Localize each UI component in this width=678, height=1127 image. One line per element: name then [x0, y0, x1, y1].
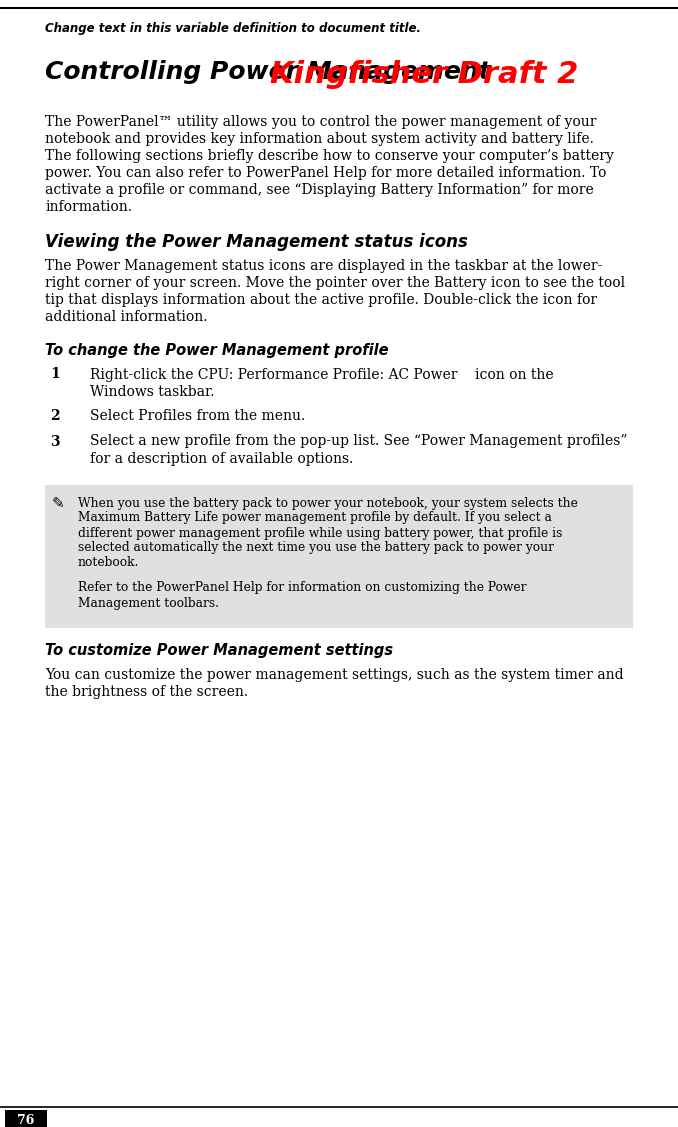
Text: activate a profile or command, see “Displaying Battery Information” for more: activate a profile or command, see “Disp… [45, 183, 594, 197]
Text: To customize Power Management settings: To customize Power Management settings [45, 644, 393, 658]
Text: Select a new profile from the pop-up list. See “Power Management profiles”: Select a new profile from the pop-up lis… [90, 435, 628, 449]
Text: The Power Management status icons are displayed in the taskbar at the lower-: The Power Management status icons are di… [45, 259, 602, 273]
Text: right corner of your screen. Move the pointer over the Battery icon to see the t: right corner of your screen. Move the po… [45, 276, 625, 290]
Text: 76: 76 [18, 1115, 35, 1127]
Text: ✎: ✎ [52, 497, 65, 512]
Text: the brightness of the screen.: the brightness of the screen. [45, 685, 248, 699]
Text: 2: 2 [50, 409, 60, 424]
Text: When you use the battery pack to power your notebook, your system selects the: When you use the battery pack to power y… [78, 497, 578, 509]
Bar [5, 1110, 47, 1127]
Text: Right-click the CPU: Performance Profile: AC Power    icon on the: Right-click the CPU: Performance Profile… [90, 367, 554, 382]
Text: different power management profile while using battery power, that profile is: different power management profile while… [78, 526, 562, 540]
Text: Management toolbars.: Management toolbars. [78, 596, 219, 610]
Text: You can customize the power management settings, such as the system timer and: You can customize the power management s… [45, 668, 624, 682]
Text: 3: 3 [50, 435, 60, 449]
Text: Change text in this variable definition to document title.: Change text in this variable definition … [45, 23, 421, 35]
Text: tip that displays information about the active profile. Double-click the icon fo: tip that displays information about the … [45, 293, 597, 307]
Text: information.: information. [45, 199, 132, 214]
Text: additional information.: additional information. [45, 310, 207, 323]
Text: Viewing the Power Management status icons: Viewing the Power Management status icon… [45, 233, 468, 251]
Text: notebook.: notebook. [78, 557, 140, 569]
Text: for a description of available options.: for a description of available options. [90, 452, 353, 465]
Text: Select Profiles from the menu.: Select Profiles from the menu. [90, 409, 305, 424]
Text: selected automatically the next time you use the battery pack to power your: selected automatically the next time you… [78, 541, 554, 554]
Text: Controlling Power Management: Controlling Power Management [45, 60, 491, 85]
Text: notebook and provides key information about system activity and battery life.: notebook and provides key information ab… [45, 132, 594, 147]
Text: Refer to the PowerPanel Help for information on customizing the Power: Refer to the PowerPanel Help for informa… [78, 582, 527, 595]
Text: power. You can also refer to PowerPanel Help for more detailed information. To: power. You can also refer to PowerPanel … [45, 166, 606, 180]
Text: Kingfisher Draft 2: Kingfisher Draft 2 [270, 60, 578, 89]
Text: To change the Power Management profile: To change the Power Management profile [45, 343, 388, 358]
Text: The following sections briefly describe how to conserve your computer’s battery: The following sections briefly describe … [45, 149, 614, 163]
Text: The PowerPanel™ utility allows you to control the power management of your: The PowerPanel™ utility allows you to co… [45, 115, 597, 128]
Text: Maximum Battery Life power management profile by default. If you select a: Maximum Battery Life power management pr… [78, 512, 552, 524]
Text: Windows taskbar.: Windows taskbar. [90, 384, 214, 399]
Bar [45, 485, 633, 628]
Text: 1: 1 [50, 367, 60, 382]
